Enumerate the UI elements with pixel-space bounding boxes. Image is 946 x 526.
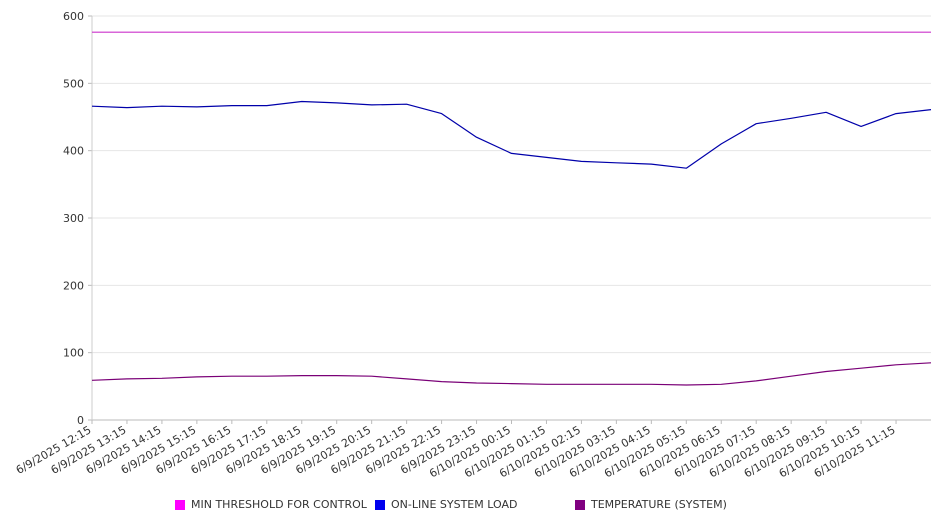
legend-swatch [575,499,585,510]
legend-label: MIN THRESHOLD FOR CONTROL [191,498,367,511]
legend-swatch [375,499,385,510]
y-tick-label: 500 [63,77,84,90]
legend-item[interactable]: TEMPERATURE (SYSTEM) [575,498,727,511]
y-tick-label: 200 [63,279,84,292]
series-line-2 [91,362,932,386]
legend: MIN THRESHOLD FOR CONTROL ON-LINE SYSTEM … [0,498,946,514]
x-axis: 6/9/2025 12:156/9/2025 13:156/9/2025 14:… [14,420,898,480]
y-tick-label: 0 [77,414,84,427]
y-axis: 0 100 200 300 400 500 600 [63,10,92,427]
grid-lines [92,15,931,421]
y-tick-label: 400 [63,145,84,158]
series-line-1 [91,100,932,169]
y-tick-label: 600 [63,10,84,23]
legend-label: TEMPERATURE (SYSTEM) [591,498,727,511]
y-tick-label: 100 [63,347,84,360]
legend-swatch [175,499,185,510]
legend-item[interactable]: ON-LINE SYSTEM LOAD [375,498,517,511]
y-tick-label: 300 [63,212,84,225]
series-lines [91,31,932,386]
legend-item[interactable]: MIN THRESHOLD FOR CONTROL [175,498,367,511]
legend-label: ON-LINE SYSTEM LOAD [391,498,518,511]
